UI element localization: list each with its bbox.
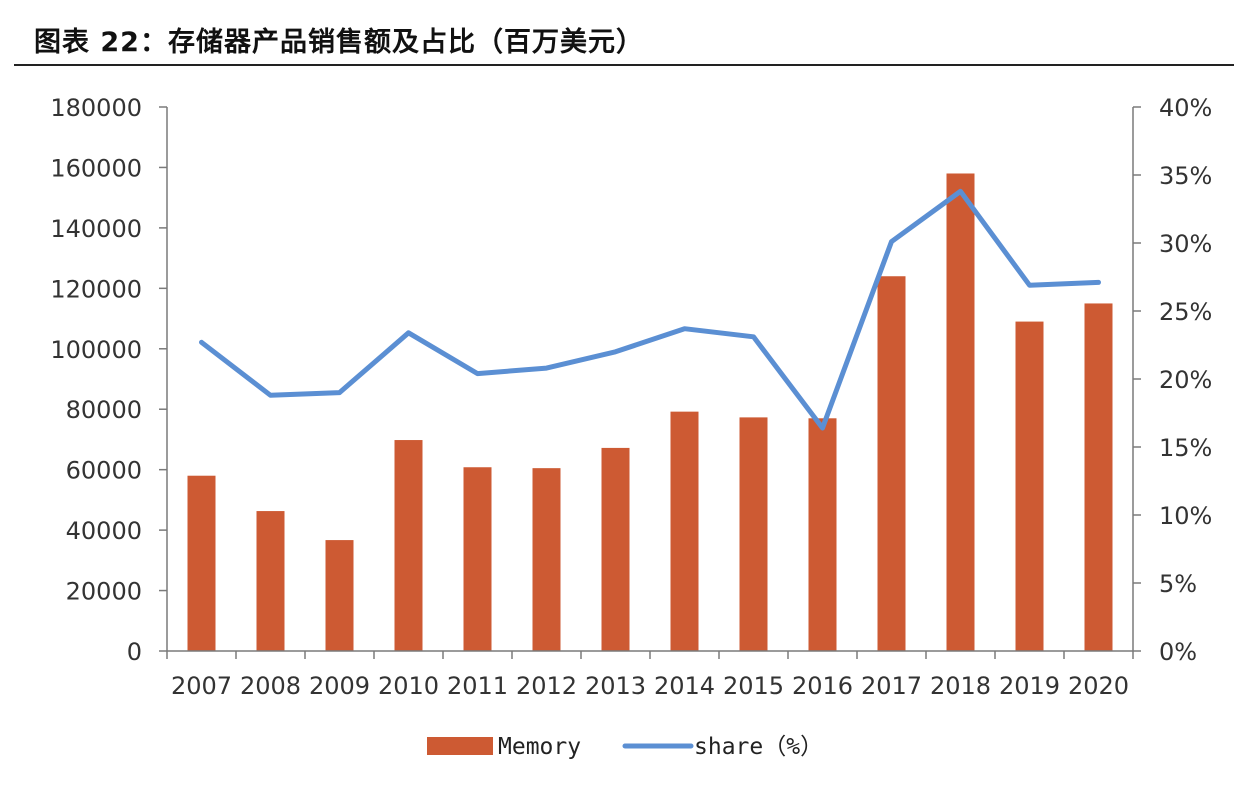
right-tick-label: 10% [1159,502,1212,530]
x-tick-label: 2020 [1068,672,1129,700]
x-tick-label: 2016 [792,672,853,700]
right-tick-label: 40% [1159,94,1212,122]
bar-2018 [946,173,975,651]
bar-2013 [601,447,630,651]
bar-2015 [739,417,768,651]
bar-2007 [187,475,216,651]
bar-2019 [1015,321,1044,651]
bar-series-memory [187,173,1113,651]
bar-2008 [256,511,285,651]
left-tick-label: 180000 [50,94,142,122]
bar-2012 [532,468,561,651]
right-tick-label: 35% [1159,162,1212,190]
bar-2014 [670,411,699,651]
x-tick-label: 2012 [516,672,577,700]
legend-label-memory: Memory [498,734,581,760]
chart-axes [159,106,1141,659]
left-tick-label: 100000 [50,336,142,364]
line-series-share [199,188,1101,431]
x-tick-label: 2015 [723,672,784,700]
right-tick-label: 30% [1159,230,1212,258]
x-tick-label: 2019 [999,672,1060,700]
right-tick-label: 0% [1159,638,1197,666]
legend-swatch-memory [427,737,493,755]
left-tick-label: 120000 [50,275,142,303]
x-tick-label: 2018 [930,672,991,700]
left-tick-label: 160000 [50,154,142,182]
right-tick-label: 25% [1159,298,1212,326]
bar-2016 [808,418,837,651]
right-tick-label: 15% [1159,434,1212,462]
bar-2020 [1084,303,1113,651]
left-tick-label: 80000 [66,396,142,424]
x-tick-label: 2014 [654,672,715,700]
x-tick-label: 2008 [240,672,301,700]
left-tick-label: 60000 [66,457,142,485]
left-tick-label: 0 [127,638,142,666]
bar-2009 [325,540,354,651]
chart-title: 图表 22：存储器产品销售额及占比（百万美元） [34,27,644,58]
x-tick-label: 2013 [585,672,646,700]
left-tick-label: 20000 [66,578,142,606]
right-tick-label: 5% [1159,570,1197,598]
bar-2011 [463,467,492,651]
x-tick-label: 2010 [378,672,439,700]
legend-label-share: share（%） [694,734,823,760]
x-tick-label: 2011 [447,672,508,700]
x-tick-label: 2007 [171,672,232,700]
right-tick-label: 20% [1159,366,1212,394]
left-tick-label: 140000 [50,215,142,243]
bar-2017 [877,276,906,651]
tick-labels: 0 20000 40000 60000 80000 100000 120000 140000 1… [50,94,1212,700]
left-tick-label: 40000 [66,517,142,545]
x-tick-label: 2009 [309,672,370,700]
chart-legend: Memory share（%） [427,734,823,760]
share-line [199,188,1101,431]
x-tick-label: 2017 [861,672,922,700]
title-divider [14,64,1234,66]
bar-2010 [394,440,423,651]
